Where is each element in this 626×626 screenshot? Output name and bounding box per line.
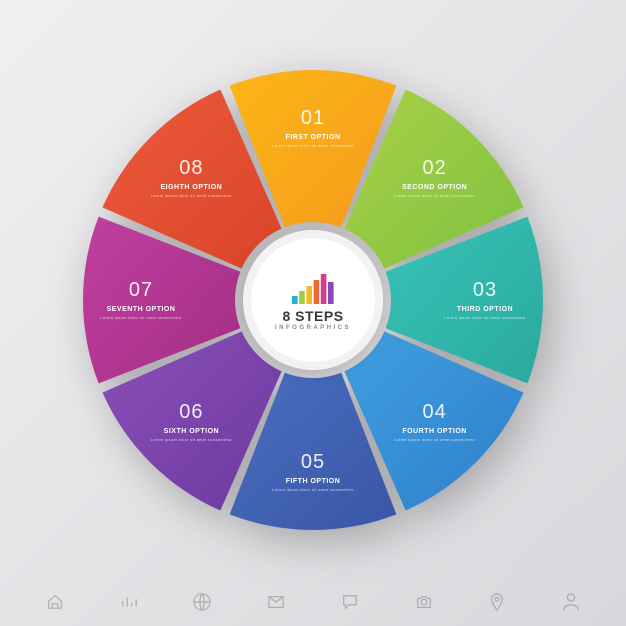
globe-icon: [192, 592, 212, 612]
person-icon: [561, 592, 581, 612]
bar-chart-icon: [119, 592, 139, 612]
center-hub: 8 STEPS INFOGRAPHICS: [243, 230, 383, 370]
home-icon: [45, 592, 65, 612]
camera-icon: [414, 592, 434, 612]
mail-icon: [266, 592, 286, 612]
footer-icon-row: [0, 592, 626, 612]
infographic-stage: 8 STEPS INFOGRAPHICS 01 FIRST OPTION Lor…: [0, 0, 626, 626]
bar-chart-icon: [290, 270, 336, 304]
center-subtitle: INFOGRAPHICS: [275, 325, 351, 331]
pin-icon: [487, 592, 507, 612]
center-title: 8 STEPS: [282, 308, 343, 324]
chat-icon: [340, 592, 360, 612]
